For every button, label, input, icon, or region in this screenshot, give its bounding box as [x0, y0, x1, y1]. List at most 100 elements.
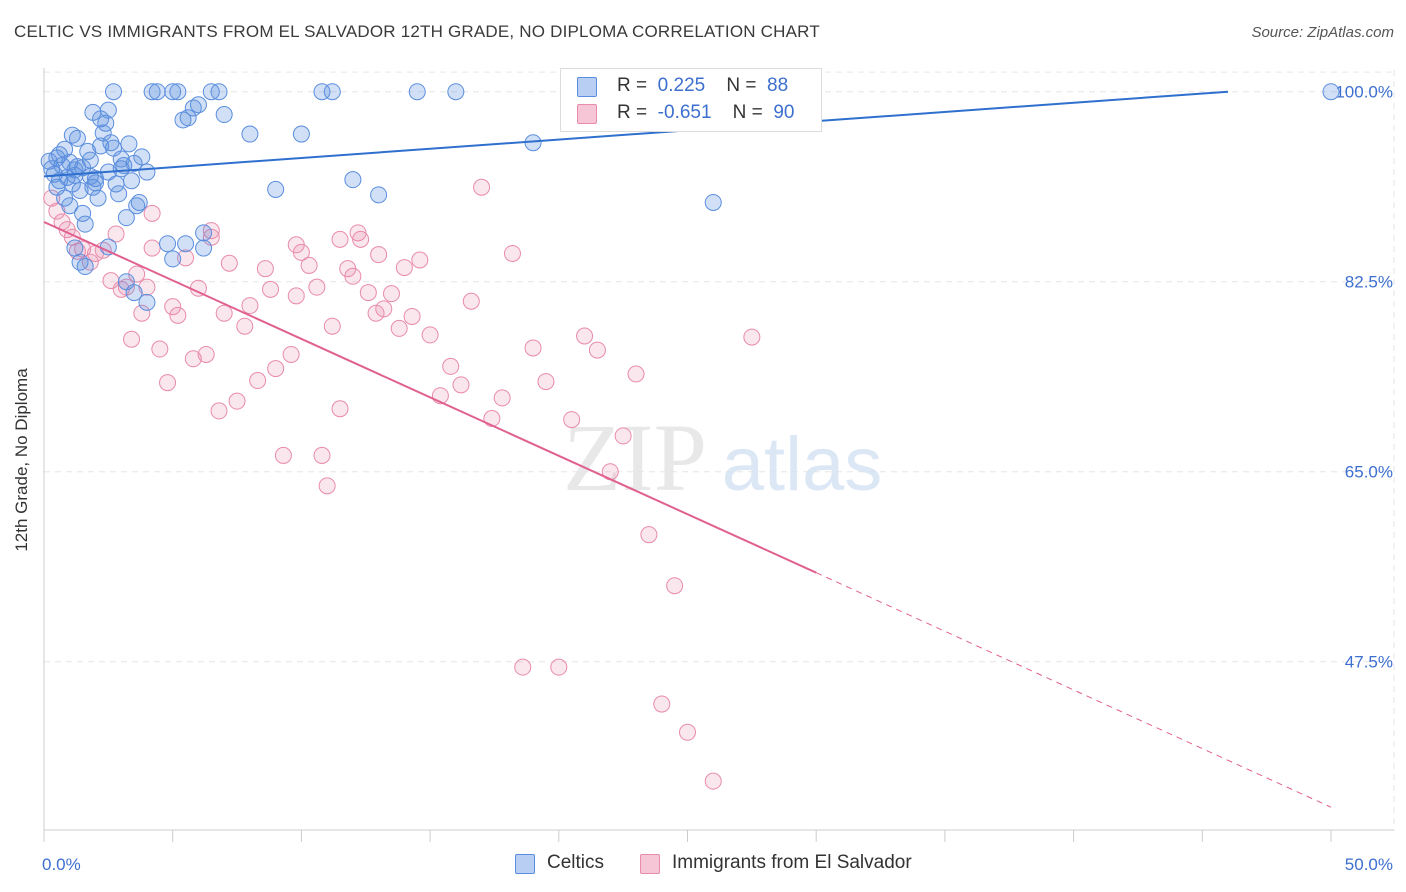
data-point-immigrants [331, 400, 349, 418]
data-point-immigrants [143, 204, 161, 222]
data-point-immigrants [452, 376, 470, 394]
data-point-celtics [138, 163, 156, 181]
data-point-celtics [195, 239, 213, 257]
data-point-immigrants [323, 317, 341, 335]
data-point-immigrants [390, 319, 408, 337]
data-point-immigrants [704, 772, 722, 790]
legend-blue-n-value: 88 [767, 75, 789, 96]
data-point-celtics [74, 204, 92, 222]
data-point-immigrants [550, 658, 568, 676]
legend-pink-n-value: 90 [773, 102, 795, 123]
watermark-atlas: atlas [722, 422, 883, 507]
data-point-celtics [89, 189, 107, 207]
legend-celtics-label: Celtics [547, 852, 605, 873]
data-point-celtics [128, 197, 146, 215]
data-point-celtics [408, 83, 426, 101]
data-point-immigrants [318, 477, 336, 495]
data-point-immigrants [159, 374, 177, 392]
data-point-celtics [68, 129, 86, 147]
legend-pink-n-label: N = [732, 102, 763, 123]
data-point-celtics [210, 83, 228, 101]
watermark: ZIP atlas [563, 404, 882, 511]
data-point-immigrants [563, 411, 581, 429]
tick-labels: 100.0% 82.5% 65.0% 47.5% 0.0% 50.0% [42, 83, 1393, 874]
data-point-immigrants [375, 300, 393, 318]
data-point-celtics [169, 83, 187, 101]
data-point-immigrants [256, 260, 274, 278]
y-tick-label: 47.5% [1345, 653, 1393, 672]
data-point-celtics [267, 180, 285, 198]
data-point-celtics [370, 186, 388, 204]
data-point-celtics [159, 235, 177, 253]
data-point-immigrants [344, 267, 362, 285]
data-point-immigrants [123, 330, 141, 348]
legend-blue-n-label: N = [726, 75, 757, 96]
data-point-immigrants [653, 695, 671, 713]
data-point-immigrants [164, 298, 182, 316]
data-point-celtics [164, 250, 182, 268]
data-point-immigrants [300, 256, 318, 274]
data-point-immigrants [483, 410, 501, 428]
data-point-celtics [66, 239, 84, 257]
data-point-immigrants [411, 251, 429, 269]
data-point-celtics [344, 171, 362, 189]
data-point-immigrants [313, 446, 331, 464]
data-point-immigrants [48, 202, 66, 220]
stats-legend: R = 0.225 N = 88 R = -0.651 N = 90 [560, 68, 822, 132]
x-tick-label: 50.0% [1345, 855, 1393, 874]
data-point-immigrants [282, 345, 300, 363]
data-point-celtics [447, 83, 465, 101]
data-point-immigrants [503, 244, 521, 262]
data-point-immigrants [220, 254, 238, 272]
data-point-immigrants [215, 304, 233, 322]
legend-swatch-pink [577, 104, 597, 124]
data-point-immigrants [614, 427, 632, 445]
series-legend: Celtics Immigrants from El Salvador [0, 852, 1406, 876]
data-point-immigrants [241, 297, 259, 315]
data-point-celtics [184, 99, 202, 117]
data-point-immigrants [210, 402, 228, 420]
data-point-celtics [63, 126, 81, 144]
data-point-immigrants [473, 178, 491, 196]
data-point-immigrants [679, 723, 696, 741]
data-point-celtics [120, 135, 138, 153]
data-point-celtics [704, 193, 722, 211]
data-point-celtics [112, 160, 130, 178]
data-point-immigrants [107, 225, 125, 243]
data-point-immigrants [743, 328, 761, 346]
data-point-celtics [50, 146, 68, 164]
data-point-celtics [92, 137, 110, 155]
data-point-immigrants [287, 287, 305, 305]
legend-pink-r-label: R = [617, 102, 648, 123]
data-point-immigrants [249, 372, 267, 390]
legend-swatch-blue [577, 77, 597, 97]
data-point-celtics [241, 125, 259, 143]
trendline-immigrants-extrapolated [815, 572, 1332, 808]
data-point-celtics [195, 224, 213, 242]
data-point-immigrants [370, 246, 388, 264]
legend-blue-r-label: R = [617, 75, 648, 96]
data-point-celtics [138, 293, 156, 311]
data-point-immigrants [143, 239, 161, 257]
data-point-immigrants [442, 357, 460, 375]
source-label: Source: ZipAtlas.com [1251, 24, 1394, 41]
x-tick-label: 0.0% [42, 855, 81, 874]
data-point-immigrants [133, 304, 151, 322]
data-point-celtics [323, 83, 341, 101]
data-point-immigrants [588, 341, 606, 359]
y-tick-label: 82.5% [1345, 273, 1393, 292]
data-point-immigrants [640, 526, 658, 544]
data-point-celtics [292, 125, 310, 143]
data-point-immigrants [514, 658, 532, 676]
data-point-immigrants [382, 285, 400, 303]
data-point-celtics [125, 284, 143, 302]
chart-title: CELTIC VS IMMIGRANTS FROM EL SALVADOR 12… [14, 22, 820, 41]
axes [43, 68, 1394, 842]
data-point-celtics [71, 182, 89, 200]
data-point-celtics [110, 185, 128, 203]
data-point-celtics [143, 83, 161, 101]
data-point-immigrants [308, 278, 326, 296]
data-point-celtics [112, 150, 130, 168]
legend-blue-r-value: 0.225 [657, 75, 706, 96]
data-point-celtics [76, 258, 94, 276]
